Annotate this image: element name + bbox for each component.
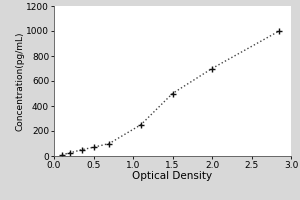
Y-axis label: Concentration(pg/mL): Concentration(pg/mL) (16, 31, 25, 131)
X-axis label: Optical Density: Optical Density (132, 171, 213, 181)
